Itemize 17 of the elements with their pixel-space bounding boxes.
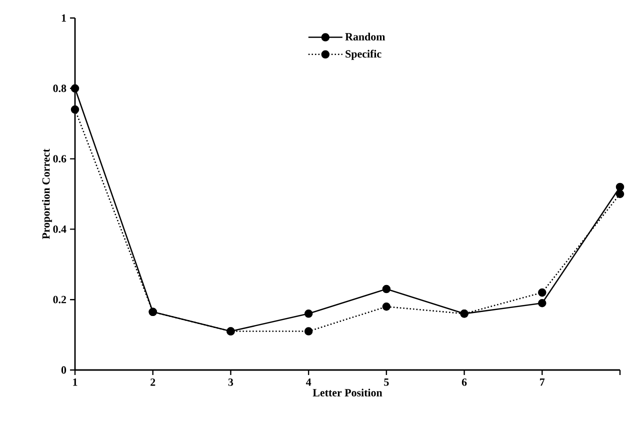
x-tick-label: 4 [306, 378, 312, 386]
x-tick-label: 6 [462, 378, 467, 386]
x-axis-title: Letter Position [312, 388, 382, 396]
x-tick-label: 3 [228, 378, 234, 386]
x-tick-label: 1 [73, 378, 78, 386]
x-tick-label: 5 [384, 378, 389, 386]
y-axis-title: Proportion Correct [42, 148, 52, 240]
y-tick-label: 0.2 [53, 296, 66, 304]
y-tick-label: 0.8 [53, 84, 66, 92]
x-tick-label: 7 [540, 378, 545, 386]
legend-label: Random [345, 32, 386, 40]
y-tick-label: 1 [62, 14, 66, 22]
x-tick-label: 2 [150, 378, 156, 386]
y-tick-label: 0.6 [53, 155, 66, 163]
y-tick-label: 0.4 [53, 225, 66, 233]
legend-label: Specific [346, 50, 382, 60]
y-tick-label: 0 [61, 366, 66, 374]
